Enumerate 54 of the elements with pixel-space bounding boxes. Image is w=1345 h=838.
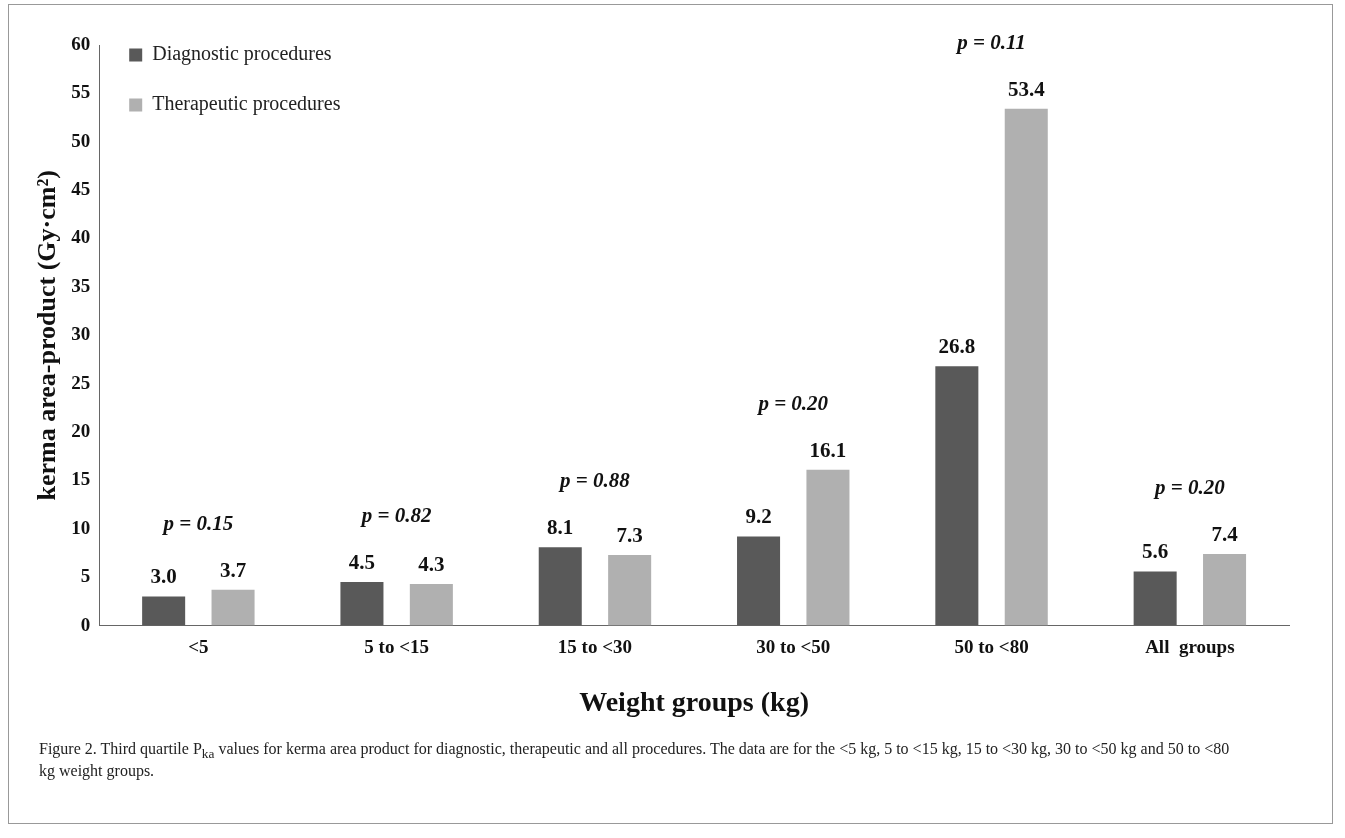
y-tick-label: 20 xyxy=(71,419,91,441)
y-axis-title: kerma area-product (Gy·cm²) xyxy=(32,170,62,501)
text: Figure 2. Third quartile P$_{ka}$ values for kerma area product for diagnostic, therapeutic and all procedures. The data are for the <5 kg, 5 to <15 kg, 15 to <30 kg, 30 to <50 kg and 50 to <80 kg weight groups. xyxy=(39,740,1230,780)
y-tick-label: 30 xyxy=(71,323,91,345)
y-tick-label: 55 xyxy=(71,81,91,103)
y-tick-label: 45 xyxy=(71,178,91,200)
bar xyxy=(538,547,582,626)
y-tick-label: 5 xyxy=(80,565,91,587)
bar xyxy=(737,536,781,626)
y-tick-label: 50 xyxy=(71,129,91,151)
bar xyxy=(1004,108,1048,626)
annotation: p = 0.20 xyxy=(1152,474,1226,499)
bar xyxy=(409,583,453,626)
y-tick-label: 35 xyxy=(71,274,91,296)
x-tick-label: All groups xyxy=(1145,635,1235,657)
legend-label: Therapeutic procedures xyxy=(152,92,341,116)
data-label: 16.1 xyxy=(809,437,847,462)
bar xyxy=(1203,553,1247,626)
bar xyxy=(211,589,255,626)
bar xyxy=(1133,571,1177,626)
x-axis-title: Weight groups (kg) xyxy=(579,686,809,718)
data-label: 3.7 xyxy=(219,557,247,582)
annotation: p = 0.20 xyxy=(756,390,829,415)
data-label: 8.1 xyxy=(547,515,574,540)
data-label: 26.8 xyxy=(938,334,976,359)
y-tick-label: 40 xyxy=(71,226,91,248)
y-tick-label: 60 xyxy=(71,32,91,54)
x-tick-label: <5 xyxy=(188,635,209,657)
x-tick-label: 50 to <80 xyxy=(954,635,1029,657)
data-label: 5.6 xyxy=(1142,539,1169,564)
data-label: 4.3 xyxy=(418,551,445,576)
legend-label: Diagnostic procedures xyxy=(152,42,332,66)
bar xyxy=(142,596,186,626)
bar xyxy=(340,582,384,626)
data-label: 4.5 xyxy=(348,549,376,574)
data-label: 53.4 xyxy=(1007,76,1046,101)
y-tick-label: 10 xyxy=(71,516,91,538)
x-tick-label: 5 to <15 xyxy=(364,635,429,657)
annotation: p = 0.15 xyxy=(161,510,234,535)
bar xyxy=(935,366,979,626)
data-label: 9.2 xyxy=(745,504,772,529)
data-label: 7.3 xyxy=(616,522,643,547)
bar xyxy=(806,469,850,626)
annotation: p = 0.88 xyxy=(558,468,631,493)
annotation: p = 0.82 xyxy=(359,502,433,527)
bar xyxy=(608,554,652,626)
annotation: p = 0.11 xyxy=(955,29,1026,54)
y-tick-label: 0 xyxy=(80,613,91,635)
data-label: 7.4 xyxy=(1211,521,1239,546)
y-tick-label: 15 xyxy=(71,468,91,490)
x-tick-label: 30 to <50 xyxy=(756,635,831,657)
x-tick-label: 15 to <30 xyxy=(557,635,633,657)
data-label: 3.0 xyxy=(150,564,177,589)
y-tick-label: 25 xyxy=(71,371,91,393)
